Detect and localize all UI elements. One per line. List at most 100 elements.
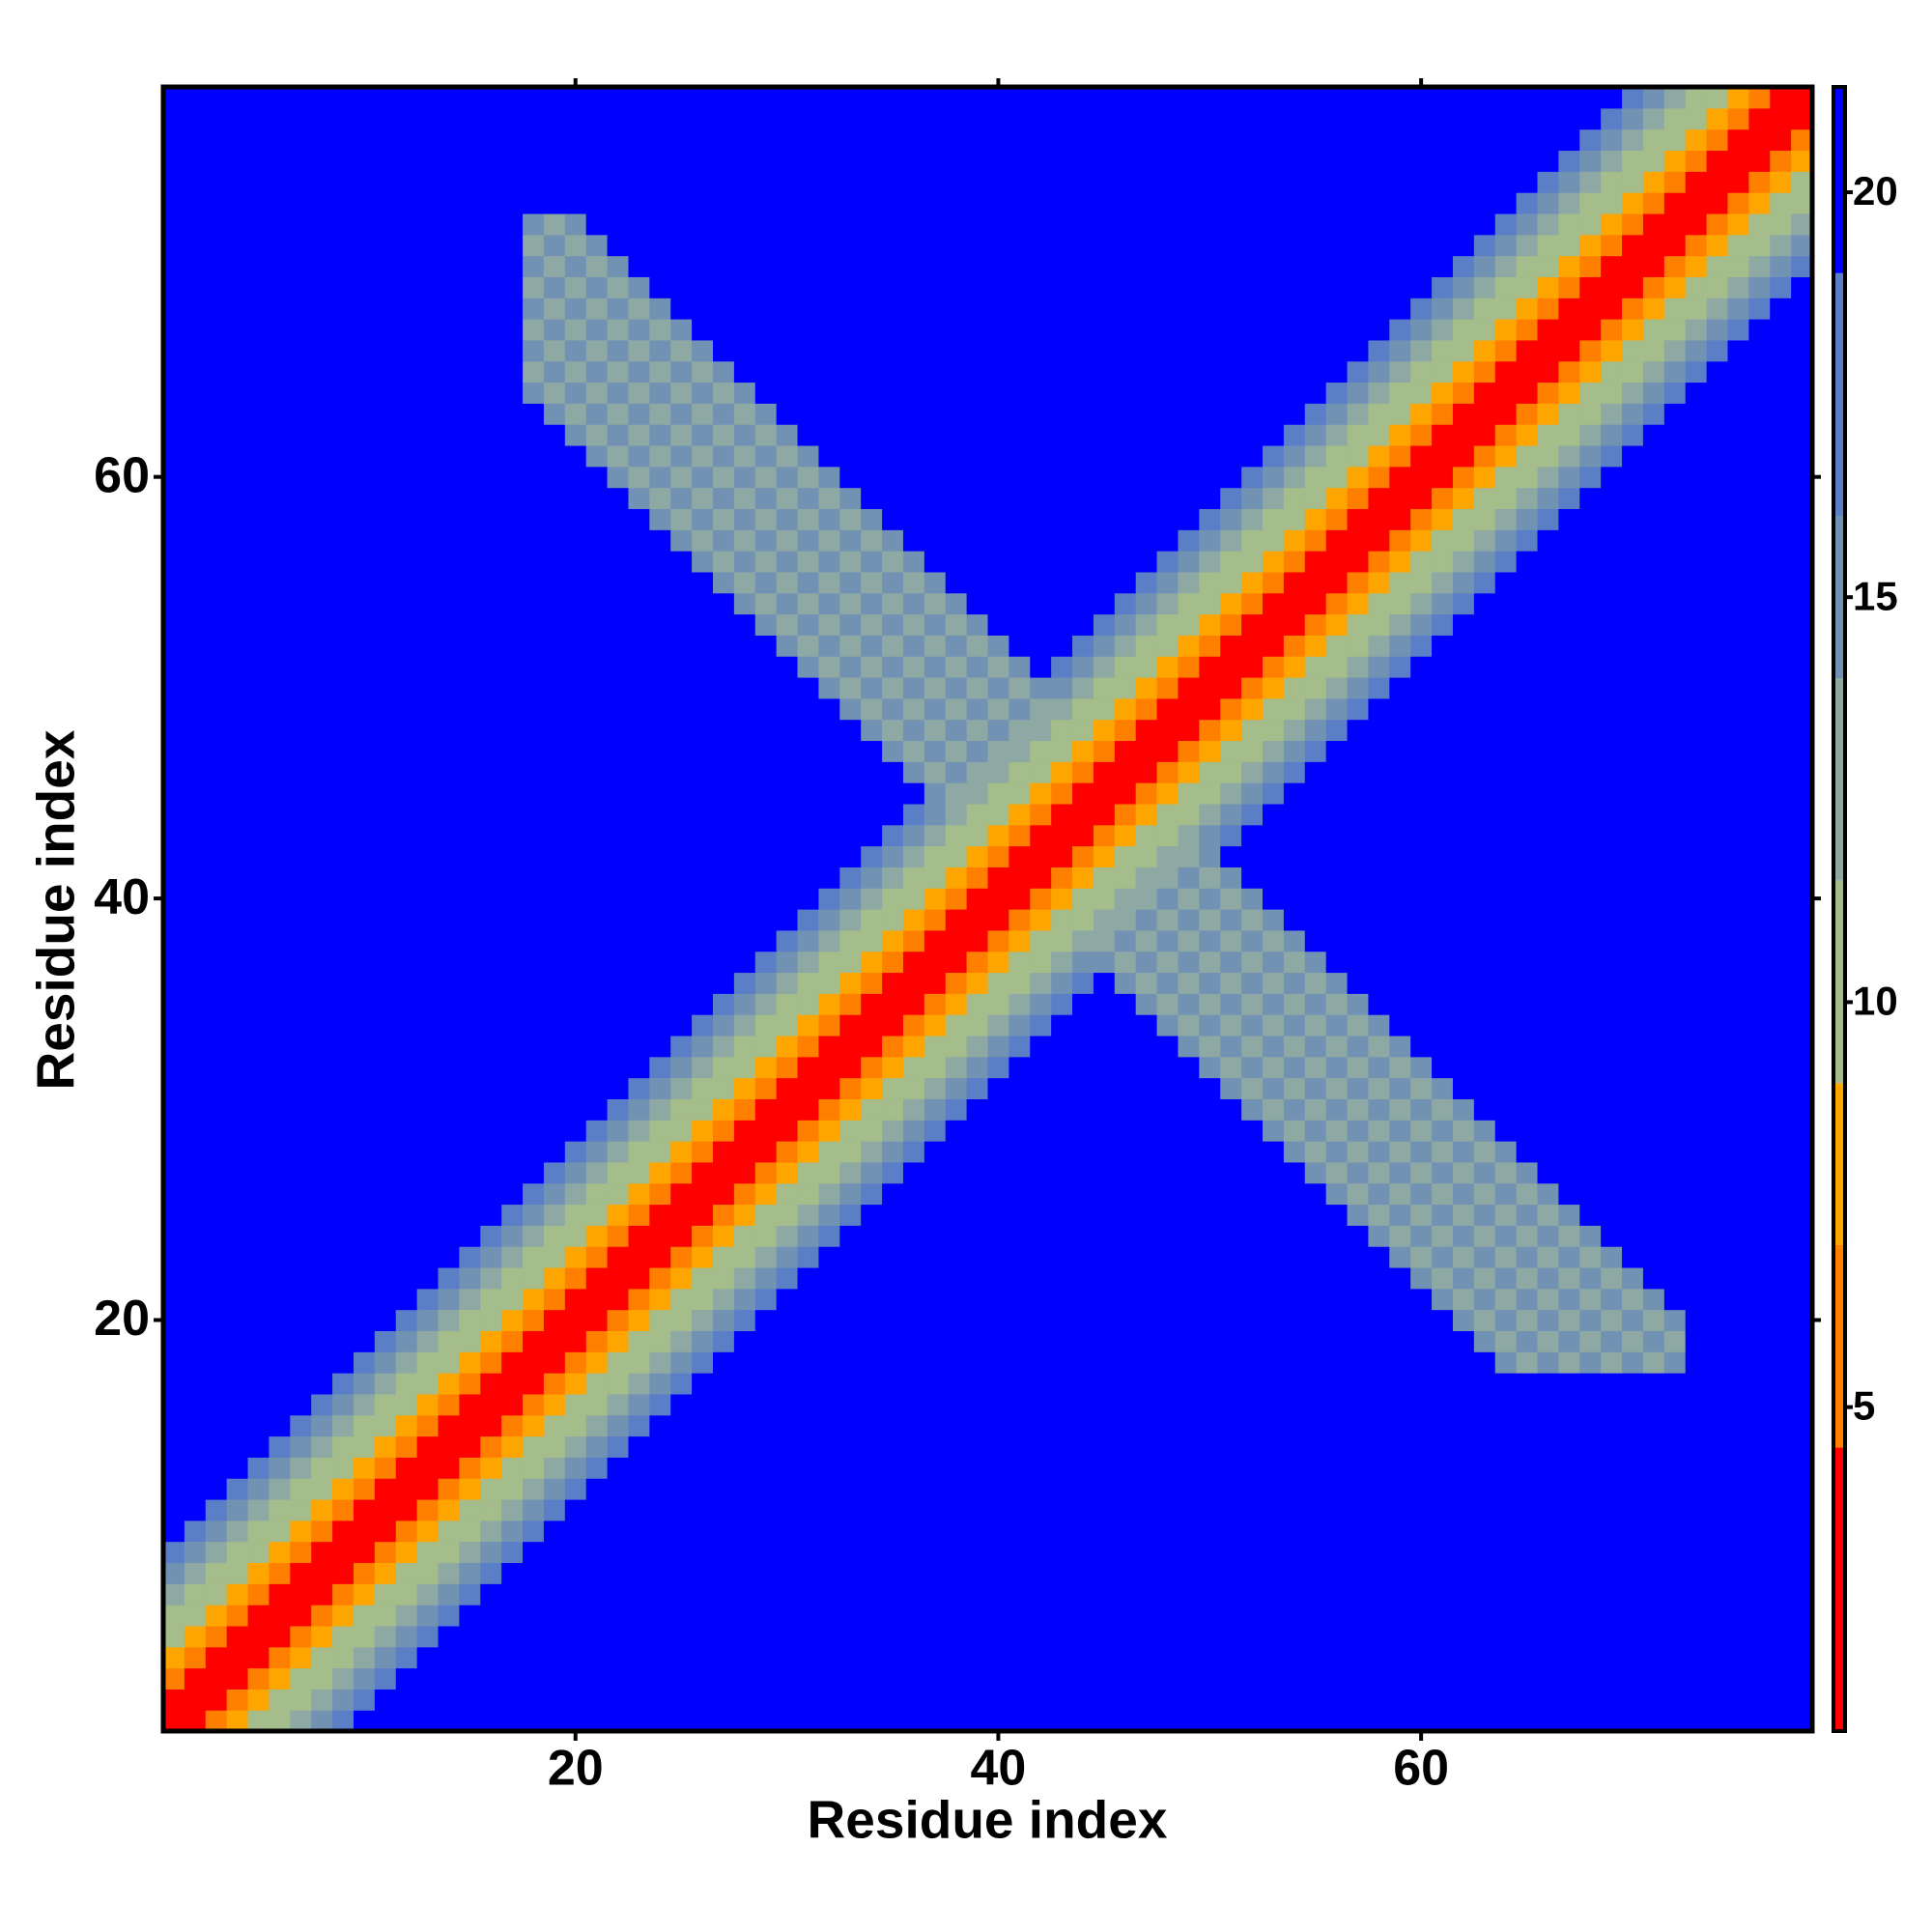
heatmap-cell xyxy=(585,1541,609,1564)
heatmap-cell xyxy=(1009,740,1031,762)
heatmap-cell xyxy=(1601,1182,1623,1206)
heatmap-cell xyxy=(438,1141,460,1163)
heatmap-cell xyxy=(776,972,799,994)
heatmap-cell xyxy=(1389,1098,1411,1121)
heatmap-cell xyxy=(861,1120,883,1142)
heatmap-cell xyxy=(1579,1605,1602,1627)
heatmap-cell xyxy=(1727,1520,1749,1543)
heatmap-cell xyxy=(966,803,989,826)
heatmap-cell xyxy=(1304,1098,1327,1121)
heatmap-cell xyxy=(1748,951,1771,974)
heatmap-cell xyxy=(1622,972,1644,994)
heatmap-cell xyxy=(1114,1457,1137,1479)
heatmap-cell xyxy=(1263,761,1285,783)
heatmap-cell xyxy=(692,888,714,910)
heatmap-cell xyxy=(1516,972,1539,994)
heatmap-cell xyxy=(1601,1225,1623,1247)
heatmap-cell xyxy=(1494,1646,1518,1669)
heatmap-cell xyxy=(1368,529,1390,552)
heatmap-cell xyxy=(1791,1478,1813,1500)
heatmap-cell xyxy=(713,951,735,974)
heatmap-cell xyxy=(1516,1625,1539,1648)
heatmap-cell xyxy=(226,761,249,783)
heatmap-cell xyxy=(353,382,376,404)
heatmap-cell xyxy=(1072,697,1094,721)
heatmap-cell xyxy=(1304,867,1327,889)
heatmap-cell xyxy=(353,1077,376,1099)
heatmap-cell xyxy=(269,697,291,721)
heatmap-cell xyxy=(1642,697,1665,721)
heatmap-cell xyxy=(1727,1246,1749,1268)
heatmap-cell xyxy=(226,803,249,826)
heatmap-cell xyxy=(754,1478,778,1500)
heatmap-cell xyxy=(839,635,862,657)
heatmap-cell xyxy=(797,697,820,721)
heatmap-cell xyxy=(1727,529,1749,552)
heatmap-cell xyxy=(733,1351,756,1374)
heatmap-cell xyxy=(459,929,481,952)
heatmap-cell xyxy=(1072,824,1094,847)
heatmap-cell xyxy=(882,1182,904,1206)
heatmap-cell xyxy=(1114,592,1137,615)
heatmap-cell xyxy=(374,1141,397,1163)
heatmap-cell xyxy=(1030,1309,1052,1332)
heatmap-cell xyxy=(1494,845,1518,867)
heatmap-cell xyxy=(1072,1393,1094,1416)
heatmap-cell xyxy=(692,845,714,867)
heatmap-cell xyxy=(713,444,735,468)
heatmap-cell xyxy=(311,1583,333,1605)
heatmap-cell xyxy=(1410,972,1433,994)
heatmap-cell xyxy=(839,1520,862,1543)
heatmap-cell xyxy=(607,424,630,446)
heatmap-cell xyxy=(923,1351,947,1374)
heatmap-cell xyxy=(1748,1204,1771,1226)
heatmap-cell xyxy=(1220,1646,1242,1669)
heatmap-cell xyxy=(797,993,820,1015)
heatmap-cell xyxy=(607,1288,630,1311)
heatmap-cell xyxy=(1432,929,1454,952)
heatmap-cell xyxy=(1706,824,1729,847)
heatmap-cell xyxy=(311,529,333,552)
heatmap-cell xyxy=(713,719,735,742)
heatmap-cell xyxy=(1304,508,1327,530)
heatmap-cell xyxy=(1601,1583,1623,1605)
heatmap-cell xyxy=(607,571,630,594)
heatmap-cell xyxy=(1410,676,1433,699)
heatmap-cell xyxy=(1727,1605,1749,1627)
heatmap-cell xyxy=(438,1120,460,1142)
heatmap-cell xyxy=(1622,1667,1644,1690)
heatmap-cell xyxy=(1601,1330,1623,1352)
heatmap-cell xyxy=(1579,592,1602,615)
heatmap-cell xyxy=(1009,1098,1031,1121)
heatmap-cell xyxy=(332,466,355,489)
heatmap-cell xyxy=(1432,1625,1454,1648)
heatmap-cell xyxy=(374,403,397,425)
heatmap-cell xyxy=(543,1266,566,1290)
heatmap-cell xyxy=(416,1646,440,1669)
heatmap-cell xyxy=(839,803,862,826)
heatmap-cell xyxy=(1622,888,1644,910)
heatmap-cell xyxy=(1558,1520,1580,1543)
heatmap-cell xyxy=(459,972,481,994)
heatmap-cell xyxy=(205,1330,228,1352)
heatmap-cell xyxy=(1791,1457,1813,1479)
heatmap-cell xyxy=(1494,824,1518,847)
heatmap-cell xyxy=(332,1035,355,1058)
heatmap-cell xyxy=(501,1667,524,1690)
heatmap-cell xyxy=(1558,551,1580,573)
heatmap-cell xyxy=(1770,1541,1792,1564)
heatmap-cell xyxy=(564,845,587,867)
heatmap-cell xyxy=(205,1266,228,1290)
heatmap-cell xyxy=(1494,551,1518,573)
heatmap-cell xyxy=(1622,1246,1644,1268)
heatmap-cell xyxy=(438,1689,460,1711)
heatmap-cell xyxy=(923,1056,947,1079)
heatmap-cell xyxy=(1030,1098,1052,1121)
heatmap-cell xyxy=(1389,1014,1411,1037)
heatmap-cell xyxy=(543,824,566,847)
heatmap-cell xyxy=(184,972,207,994)
heatmap-cell xyxy=(459,951,481,974)
heatmap-cell xyxy=(1009,1225,1031,1247)
heatmap-cell xyxy=(1516,867,1539,889)
heatmap-cell xyxy=(797,1098,820,1121)
